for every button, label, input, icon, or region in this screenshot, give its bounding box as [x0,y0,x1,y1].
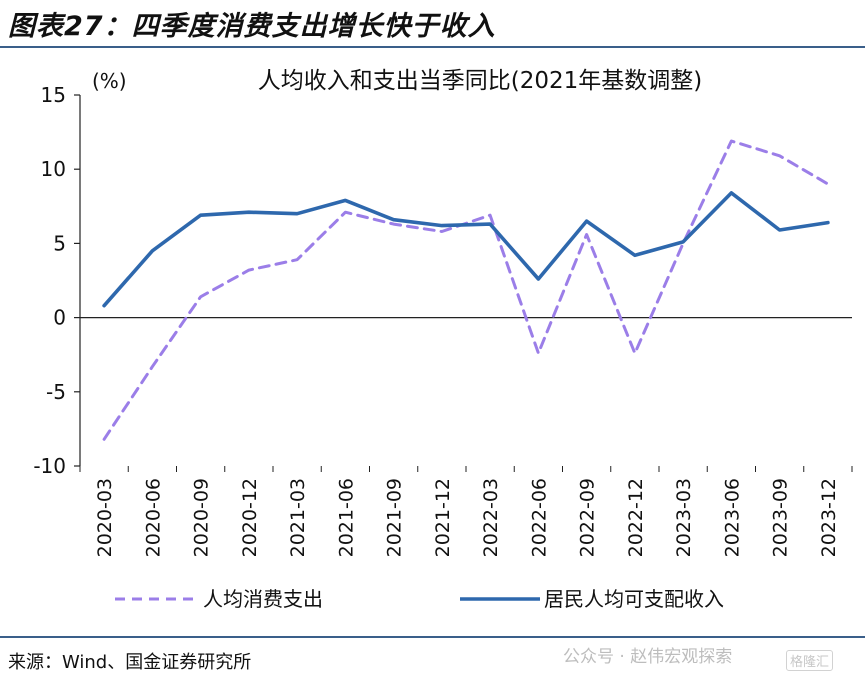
x-tick-label: 2023-03 [673,478,695,557]
figure-title: 图表27：四季度消费支出增长快于收入 [8,11,496,42]
line-chart: 人均收入和支出当季同比(2021年基数调整) (%) 15 10 5 0 -5 -10 2020… [33,68,853,611]
series-line-0 [102,139,830,441]
x-tick-label: 2021-06 [335,478,357,557]
y-tick-label: 15 [41,83,66,107]
bottom-rule [0,636,865,638]
y-tick-label: 5 [53,231,66,255]
source-note: 来源：Wind、国金证券研究所 [8,652,252,673]
watermark-badge: 格隆汇 [786,650,834,671]
x-tick-label: 2022-09 [577,478,599,557]
x-tick-label: 2023-12 [818,478,840,557]
y-tick-label: 10 [41,157,66,181]
legend: 人均消费支出 居民人均可支配收入 [115,587,724,611]
watermark-text: 公众号 · 赵伟宏观探索 [563,647,733,667]
y-unit-label: (%) [92,69,127,93]
x-tick-label: 2022-06 [528,478,550,557]
top-rule [0,46,865,48]
x-tick-label: 2023-06 [721,478,743,557]
y-tick-label: -5 [46,380,66,404]
x-tick-label: 2020-12 [239,478,261,557]
legend-label-0: 人均消费支出 [203,587,323,611]
x-tick-label: 2022-12 [625,478,647,557]
x-tick-label: 2021-03 [287,478,309,557]
axes: 人均收入和支出当季同比(2021年基数调整) (%) 15 10 5 0 -5 -10 2020… [33,68,853,557]
x-tick-label: 2022-03 [480,478,502,557]
chart-title: 人均收入和支出当季同比(2021年基数调整) [258,68,702,94]
x-tick-label: 2020-09 [191,478,213,557]
y-tick-label: -10 [33,454,66,478]
x-tick-label: 2020-06 [142,478,164,557]
y-tick-label: 0 [53,306,66,330]
x-tick-label: 2021-12 [432,478,454,557]
legend-label-1: 居民人均可支配收入 [544,587,724,611]
x-tick-label: 2021-09 [384,478,406,557]
series-lines [102,139,830,441]
x-tick-label: 2020-03 [94,478,116,557]
x-tick-label: 2023-09 [770,478,792,557]
series-line-1 [102,191,830,308]
